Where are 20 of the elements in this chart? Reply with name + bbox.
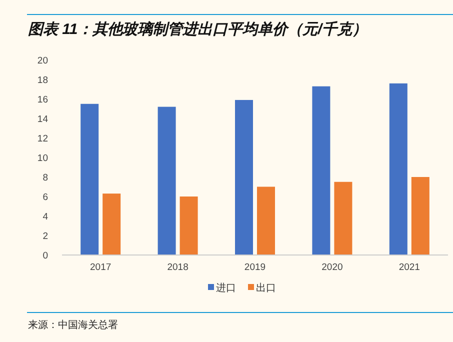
- y-tick-label: 18: [37, 75, 48, 86]
- source-note: 来源：中国海关总署: [28, 319, 118, 331]
- x-tick-label: 2021: [398, 262, 420, 273]
- legend-label: 进口: [216, 282, 236, 294]
- y-tick-label: 6: [42, 192, 48, 203]
- title: 图表 11：其他玻璃制管进出口平均单价（元/千克）: [28, 21, 367, 38]
- legend-label: 出口: [256, 282, 276, 294]
- y-tick-label: 8: [42, 172, 48, 184]
- y-tick-label: 12: [37, 134, 48, 144]
- x-tick-label: 2018: [167, 262, 188, 273]
- x-tick-label: 2019: [244, 262, 266, 273]
- y-tick-label: 16: [37, 94, 48, 106]
- y-tick-label: 4: [42, 212, 48, 222]
- y-tick-label: 0: [42, 250, 48, 262]
- y-tick-label: 20: [37, 56, 48, 66]
- y-tick-label: 2: [42, 231, 48, 242]
- y-tick-label: 10: [37, 153, 48, 164]
- x-tick-label: 2020: [322, 262, 343, 273]
- y-tick-label: 14: [37, 114, 48, 125]
- x-tick-label: 2017: [90, 262, 112, 273]
